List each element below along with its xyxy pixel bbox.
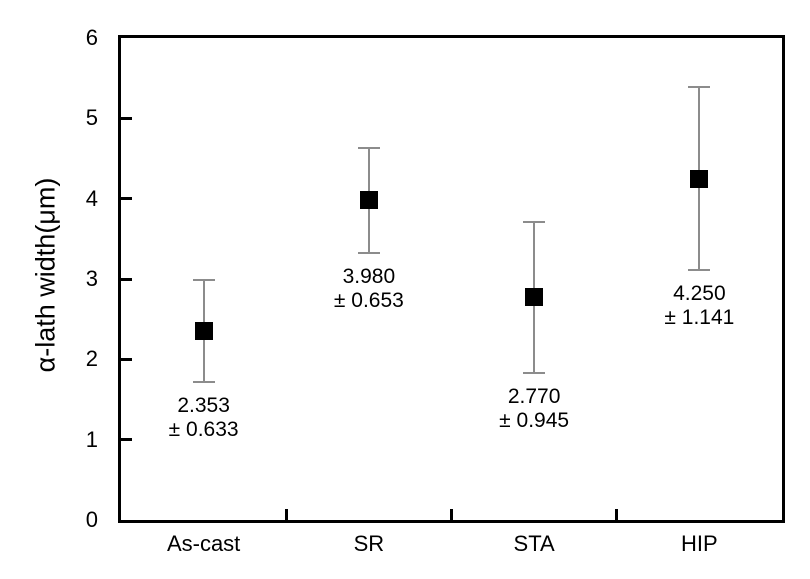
y-tick-label: 2: [85, 346, 98, 372]
x-category-label: As-cast: [166, 531, 241, 556]
point-value-label-line: ± 0.945: [499, 409, 570, 433]
y-axis-tick: [121, 357, 132, 361]
error-bar-cap-top: [357, 146, 380, 149]
y-tick-label: 6: [85, 25, 98, 50]
y-axis-tick: [121, 197, 132, 201]
x-category-label: SR: [353, 531, 385, 556]
y-axis-tick: [121, 116, 132, 120]
error-bar-cap-bottom: [688, 269, 711, 272]
point-value-label-line: 2.770: [507, 385, 561, 409]
data-point-marker: [525, 288, 544, 307]
y-tick-label: 4: [85, 185, 98, 211]
x-axis-tick: [450, 509, 453, 520]
x-category-label: HIP: [681, 531, 718, 556]
data-point-marker: [690, 169, 709, 188]
point-value-label: 4.250 ± 1.141: [629, 282, 769, 330]
error-bar-cap-top: [688, 85, 711, 88]
error-bar-cap-bottom: [357, 251, 380, 254]
point-value-label-line: ± 1.141: [664, 306, 735, 330]
point-value-label-line: ± 0.653: [333, 288, 404, 312]
point-value-label-line: ± 0.633: [168, 417, 239, 441]
x-axis-tick: [284, 509, 288, 520]
y-axis-tick: [121, 277, 132, 281]
y-axis-tick: [121, 438, 132, 442]
y-tick-label: 0: [85, 507, 98, 532]
y-tick-label: 1: [85, 426, 98, 452]
error-bar-cap-top: [192, 279, 215, 282]
error-bar-cap-top: [523, 220, 546, 223]
data-point-marker: [194, 321, 213, 340]
x-category-label: STA: [513, 531, 555, 556]
point-value-label: 2.353 ± 0.633: [134, 394, 274, 442]
point-value-label: 3.980 ± 0.653: [299, 265, 439, 313]
x-axis-tick: [615, 509, 619, 520]
point-value-label-line: 2.353: [177, 393, 230, 417]
point-value-label: 2.770 ± 0.945: [464, 385, 604, 433]
error-bar-cap-bottom: [523, 372, 546, 375]
error-bar-cap-bottom: [192, 380, 215, 383]
point-value-label-line: 4.250: [673, 282, 726, 306]
point-value-label-line: 3.980: [342, 264, 396, 288]
plot-area: [118, 35, 785, 523]
y-tick-label: 5: [85, 105, 98, 131]
y-tick-label: 3: [85, 266, 98, 291]
data-point-marker: [359, 191, 378, 210]
